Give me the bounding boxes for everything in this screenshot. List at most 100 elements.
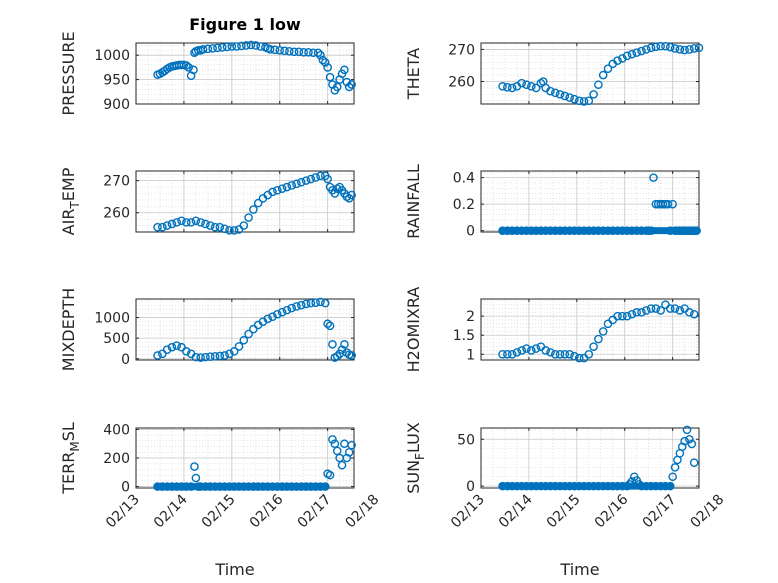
data-point (570, 94, 579, 104)
subplot-h2omixra: 1 1.5 2 H2OMIXRA (404, 287, 700, 372)
data-point (220, 351, 229, 360)
data-point (517, 78, 527, 88)
y-tick-label: 260 (448, 75, 475, 91)
data-point (311, 298, 320, 308)
data-point (299, 47, 308, 57)
data-point (330, 189, 340, 198)
data-point (507, 349, 517, 359)
data-point (225, 226, 234, 235)
data-point (280, 46, 289, 56)
data-point (301, 176, 311, 185)
data-point (289, 47, 299, 57)
axes-box (480, 298, 700, 361)
data-point (689, 458, 699, 467)
data-point (584, 96, 594, 106)
subplot-rainfall: 0 0.2 0.4 RAINFALL (404, 164, 701, 240)
data-point (268, 312, 277, 322)
y-tick-label: 0.2 (453, 197, 475, 213)
data-point (555, 349, 565, 359)
data-point (531, 83, 541, 93)
data-point (191, 216, 201, 226)
data-point (565, 349, 574, 359)
data-point (225, 349, 234, 359)
data-point (191, 352, 201, 362)
data-point (268, 187, 277, 197)
data-point (670, 463, 680, 472)
data-point (241, 41, 251, 50)
data-point (273, 309, 282, 319)
data-point (531, 344, 541, 353)
data-point (249, 205, 258, 214)
data-point (670, 44, 680, 53)
data-point (282, 305, 292, 315)
data-point (665, 304, 675, 313)
data-point (296, 177, 306, 187)
data-point (646, 304, 656, 313)
y-tick-label: 1 (466, 347, 475, 363)
data-point (522, 80, 531, 90)
data-point (196, 353, 205, 362)
data-point (229, 226, 239, 235)
axes-background (136, 299, 354, 360)
y-axis-label: SUNFLUX (404, 422, 427, 494)
data-point (550, 88, 560, 98)
data-point (332, 351, 342, 361)
data-point (244, 213, 253, 222)
data-point (694, 43, 704, 53)
data-point (507, 83, 517, 93)
data-point (663, 199, 673, 209)
data-point (325, 321, 335, 331)
data-point (182, 218, 191, 227)
data-point (153, 351, 162, 360)
axes-box (135, 298, 355, 361)
data-point (668, 199, 677, 209)
data-point (217, 43, 227, 52)
data-point (337, 460, 347, 470)
data-point (589, 90, 598, 99)
data-point (546, 348, 555, 357)
data-point (527, 346, 536, 355)
y-tick-label: 500 (103, 331, 130, 347)
y-axis-label: RAINFALL (404, 164, 423, 239)
data-point (328, 435, 337, 444)
y-tick-label: 1000 (94, 48, 130, 64)
data-point (304, 47, 313, 57)
subplot-air-temp: 260 270 AIRTEMP (59, 167, 356, 235)
data-point (328, 340, 337, 349)
y-tick-label: 0.4 (453, 171, 475, 187)
data-point (213, 43, 222, 53)
data-point (263, 314, 273, 324)
data-point (275, 46, 285, 55)
data-point (641, 45, 651, 54)
data-point (316, 171, 325, 181)
data-point (661, 41, 670, 51)
data-point (323, 174, 332, 184)
data-point (190, 462, 199, 471)
data-point (651, 304, 661, 313)
data-point (251, 41, 261, 50)
data-point (675, 45, 685, 54)
data-point (198, 45, 208, 54)
data-point (220, 224, 229, 234)
data-point (632, 308, 642, 317)
data-point (632, 48, 642, 57)
data-point (589, 342, 598, 351)
data-point (627, 49, 637, 59)
data-point (189, 65, 198, 75)
data-point (308, 48, 318, 58)
y-tick-label: 0 (121, 352, 130, 368)
data-point (273, 185, 282, 195)
data-point (584, 349, 594, 359)
data-point (210, 222, 220, 232)
data-point (641, 306, 651, 315)
data-point (306, 298, 316, 308)
data-point (316, 50, 325, 60)
data-point (244, 329, 253, 339)
y-axis-label: AIRTEMP (59, 167, 82, 235)
data-point (598, 70, 608, 80)
data-point (574, 96, 584, 106)
y-axis-label: TERRMSL (59, 422, 82, 495)
data-point (560, 91, 570, 101)
data-point (294, 47, 304, 57)
